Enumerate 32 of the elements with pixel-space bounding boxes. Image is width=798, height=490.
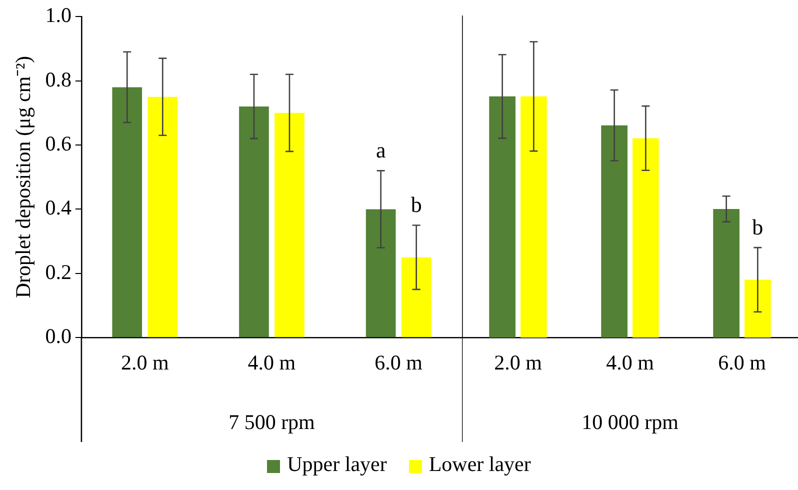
bar: [274, 112, 304, 338]
legend-label: Upper layer: [286, 452, 387, 477]
x-axis-title: 10 000 rpm: [582, 410, 678, 434]
x-tick-label: 2.0 m: [120, 350, 169, 375]
y-tick-label: 0.4: [45, 196, 72, 220]
y-tick-label: 0.2: [45, 260, 72, 284]
annotation: a: [376, 137, 386, 162]
y-tick-label: 0.6: [45, 132, 72, 156]
y-tick-label: 1.0: [45, 3, 72, 28]
bar: [601, 125, 628, 338]
x-tick-label: 6.0 m: [374, 350, 422, 375]
x-tick-label: 2.0 m: [494, 350, 542, 375]
bar: [713, 208, 740, 338]
y-axis-title: Droplet deposition (μg cm⁻²): [11, 56, 36, 298]
x-tick-label: 4.0 m: [248, 350, 296, 375]
bar: [148, 96, 178, 338]
bar: [520, 96, 547, 338]
y-tick-label: 0.0: [45, 324, 72, 348]
x-tick-label: 4.0 m: [606, 350, 654, 375]
x-tick-label: 6.0 m: [718, 350, 766, 375]
y-tick-label: 0.8: [45, 67, 72, 92]
bar: [744, 280, 771, 338]
bar: [112, 87, 142, 338]
annotation: b: [410, 192, 422, 218]
annotation: b: [752, 214, 764, 240]
bar: [401, 257, 432, 338]
bar: [489, 96, 516, 338]
legend-label: Lower layer: [428, 452, 531, 477]
bar: [632, 138, 659, 338]
bar: [239, 106, 269, 338]
bar: [366, 209, 396, 338]
x-axis-title: 7 500 rpm: [228, 410, 315, 434]
